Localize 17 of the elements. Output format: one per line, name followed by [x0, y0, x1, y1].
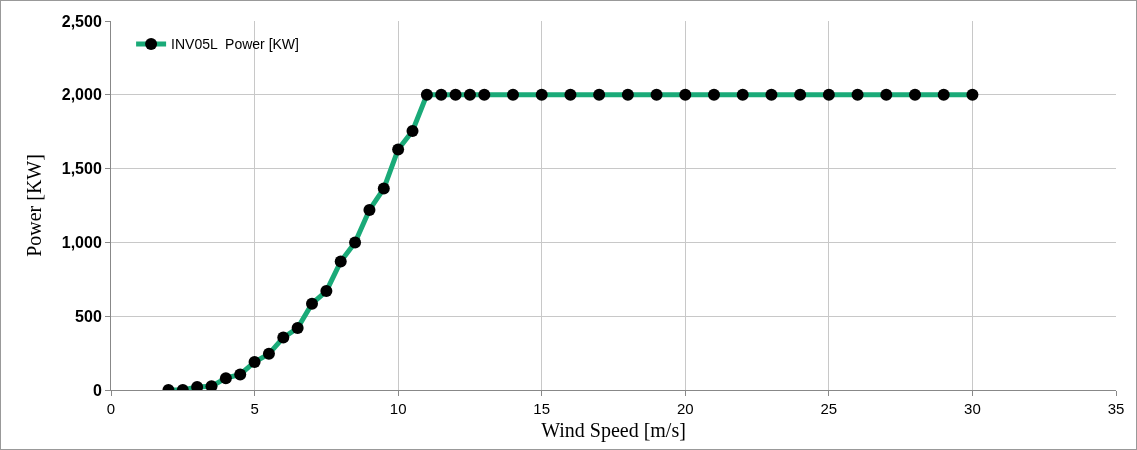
- y-tick-label: 1,000: [61, 234, 102, 251]
- x-axis-title: Wind Speed [m/s]: [541, 418, 686, 442]
- legend-label: INV05L Power [KW]: [171, 36, 299, 53]
- y-tick-label: 2,500: [61, 12, 102, 30]
- x-tick-label: 30: [964, 400, 981, 417]
- y-tick-label: 500: [75, 307, 102, 325]
- y-tick-label: 1,500: [61, 160, 102, 178]
- x-tick-label: 20: [676, 400, 694, 417]
- x-tick-label: 5: [250, 400, 259, 417]
- x-tick-label: 10: [389, 400, 407, 417]
- x-tick-label: 25: [820, 400, 838, 417]
- x-tick-label: 0: [106, 400, 116, 417]
- y-axis-title: Power [KW]: [23, 154, 46, 257]
- x-tick-label: 35: [1107, 400, 1125, 417]
- y-tick-label: 2,000: [61, 86, 102, 104]
- y-tick-label: 0: [92, 381, 102, 399]
- x-tick-label: 15: [533, 400, 551, 417]
